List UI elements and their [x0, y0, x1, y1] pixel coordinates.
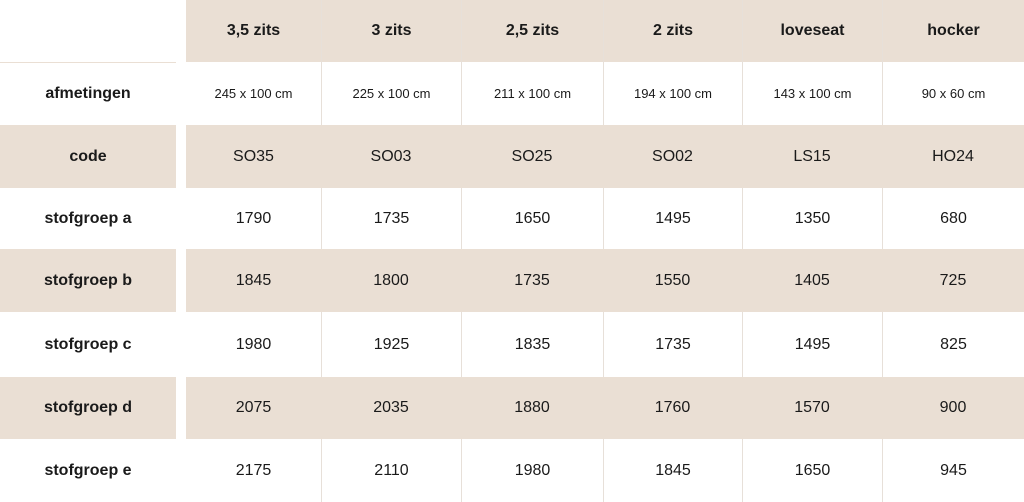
table-cell: 1980 [186, 312, 321, 377]
table-cell: 1980 [461, 439, 603, 502]
table-row: stofgroep a 1790 1735 1650 1495 1350 680 [0, 188, 1024, 249]
table-cell: 1495 [603, 188, 742, 249]
table-cell: 1650 [461, 188, 603, 249]
table-row: stofgroep b 1845 1800 1735 1550 1405 725 [0, 249, 1024, 312]
column-header: 3 zits [321, 0, 461, 62]
column-header: 2,5 zits [461, 0, 603, 62]
table-cell: 245 x 100 cm [186, 62, 321, 125]
row-label: stofgroep d [0, 377, 176, 439]
table-cell: 143 x 100 cm [742, 62, 882, 125]
table-cell: 2035 [321, 377, 461, 439]
table-cell: 1835 [461, 312, 603, 377]
table-cell: 194 x 100 cm [603, 62, 742, 125]
table-row: code SO35 SO03 SO25 SO02 LS15 HO24 [0, 125, 1024, 188]
table-cell: 1735 [321, 188, 461, 249]
table-cell: 1790 [186, 188, 321, 249]
row-label: stofgroep a [0, 188, 176, 249]
table-cell: 1550 [603, 249, 742, 312]
row-label: stofgroep e [0, 439, 176, 502]
table-cell: 2110 [321, 439, 461, 502]
column-header: loveseat [742, 0, 882, 62]
table-row: stofgroep c 1980 1925 1835 1735 1495 825 [0, 312, 1024, 377]
row-label: afmetingen [0, 62, 176, 125]
table-cell: 1495 [742, 312, 882, 377]
table-cell: SO25 [461, 125, 603, 188]
table-cell: 1735 [461, 249, 603, 312]
row-label: code [0, 125, 176, 188]
table-cell: 1845 [603, 439, 742, 502]
table-cell: 1650 [742, 439, 882, 502]
table-row: stofgroep d 2075 2035 1880 1760 1570 900 [0, 377, 1024, 439]
table-cell: 1925 [321, 312, 461, 377]
table-cell: 2075 [186, 377, 321, 439]
column-header: 3,5 zits [186, 0, 321, 62]
table-cell: 2175 [186, 439, 321, 502]
table-cell: 725 [882, 249, 1024, 312]
table-row: stofgroep e 2175 2110 1980 1845 1650 945 [0, 439, 1024, 502]
table-cell: 945 [882, 439, 1024, 502]
table-cell: 1350 [742, 188, 882, 249]
column-header: 2 zits [603, 0, 742, 62]
table-cell: LS15 [742, 125, 882, 188]
table-cell: 1845 [186, 249, 321, 312]
table-cell: SO03 [321, 125, 461, 188]
row-label: stofgroep b [0, 249, 176, 312]
table-cell: 1760 [603, 377, 742, 439]
table-cell: 211 x 100 cm [461, 62, 603, 125]
table-cell: SO35 [186, 125, 321, 188]
table-cell: SO02 [603, 125, 742, 188]
column-header: hocker [882, 0, 1024, 62]
table-cell: 900 [882, 377, 1024, 439]
table-cell: 1570 [742, 377, 882, 439]
table-cell: 1800 [321, 249, 461, 312]
table-cell: 1735 [603, 312, 742, 377]
table-cell: 825 [882, 312, 1024, 377]
table-cell: HO24 [882, 125, 1024, 188]
table-cell: 90 x 60 cm [882, 62, 1024, 125]
header-corner-cell [0, 0, 176, 62]
table-cell: 225 x 100 cm [321, 62, 461, 125]
table-cell: 680 [882, 188, 1024, 249]
table-cell: 1880 [461, 377, 603, 439]
table-header-row: 3,5 zits 3 zits 2,5 zits 2 zits loveseat… [0, 0, 1024, 62]
table-cell: 1405 [742, 249, 882, 312]
row-label: stofgroep c [0, 312, 176, 377]
table-row: afmetingen 245 x 100 cm 225 x 100 cm 211… [0, 62, 1024, 125]
